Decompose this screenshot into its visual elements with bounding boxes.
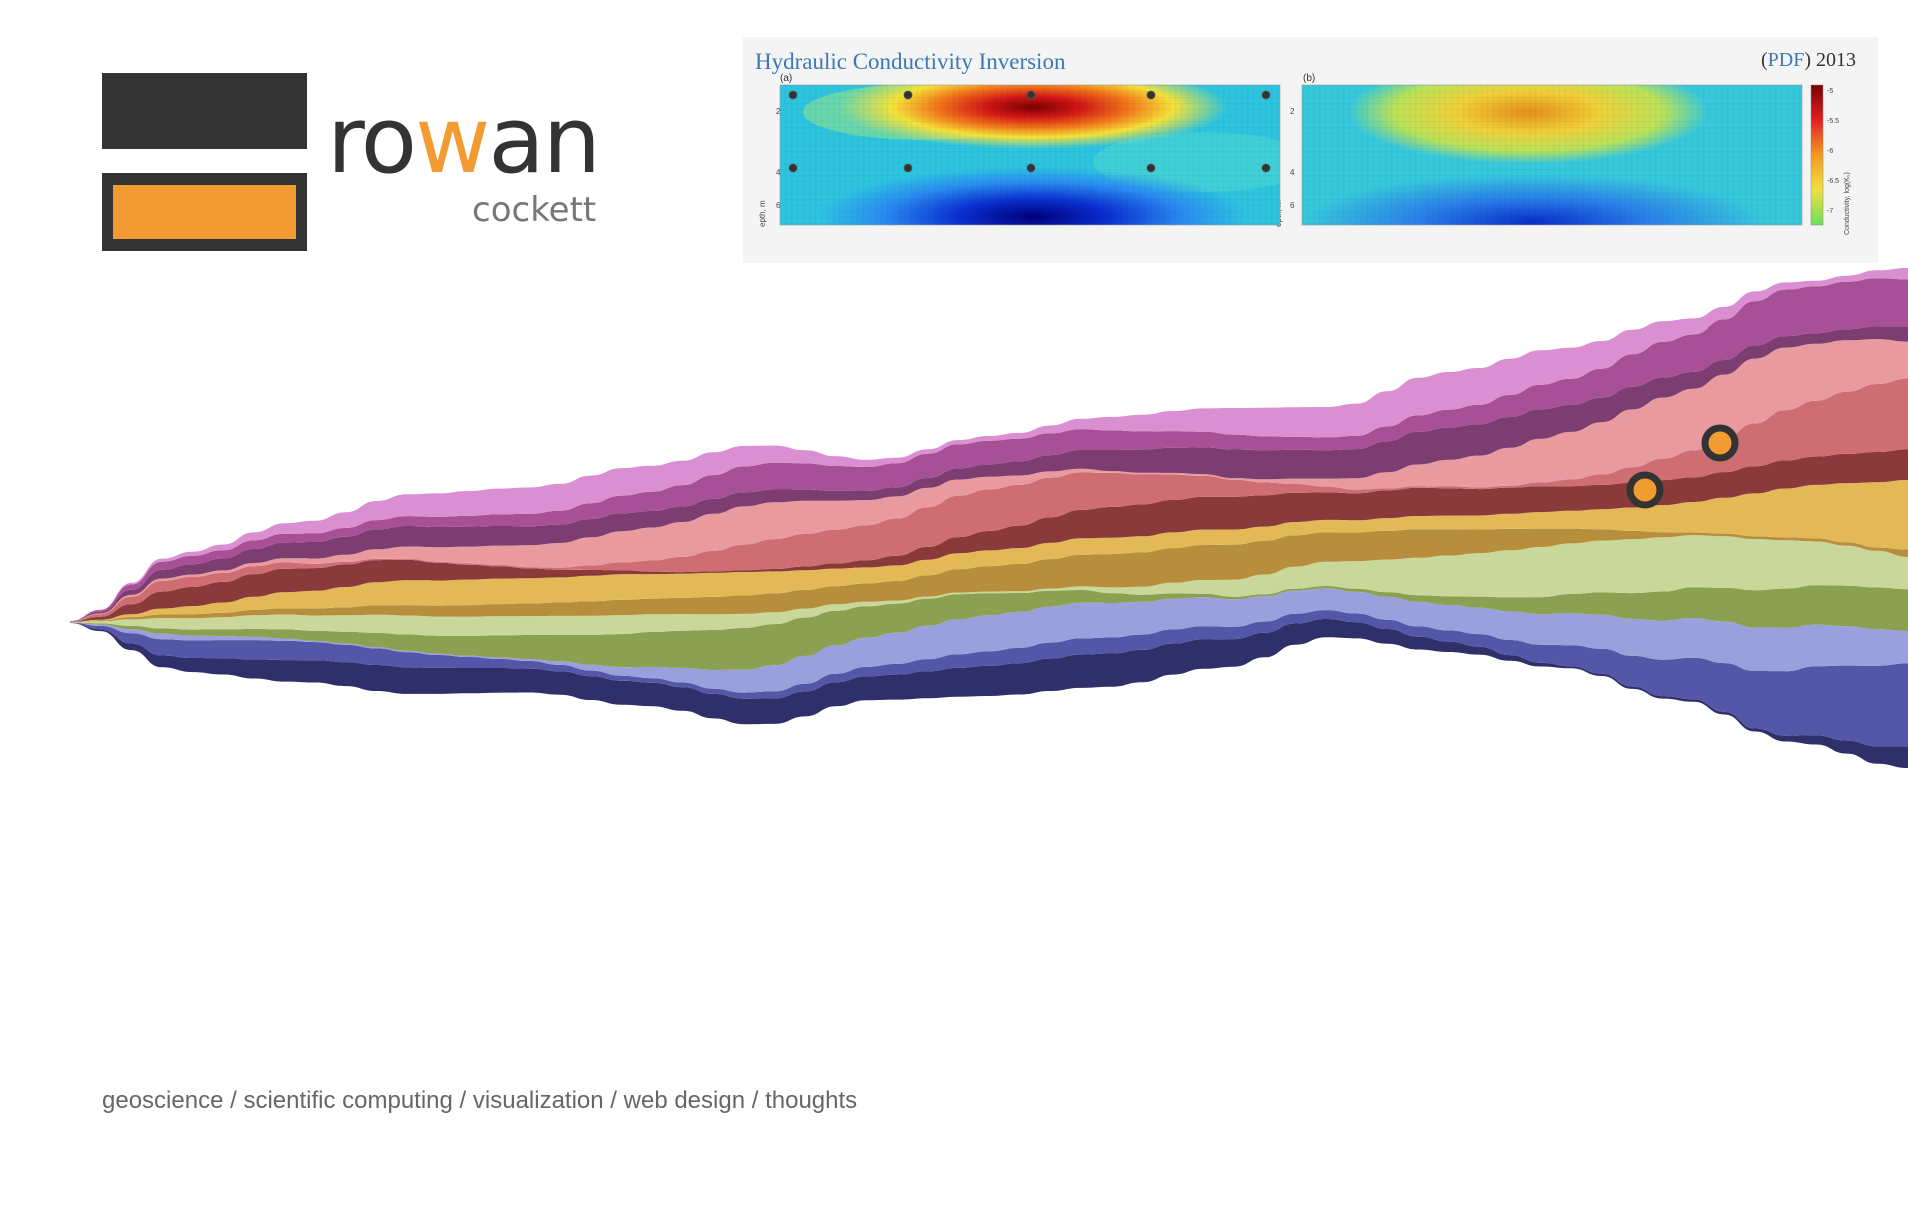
- y-tick-label: 6: [776, 201, 781, 210]
- colorbar-tick-label: -5: [1827, 88, 1833, 95]
- colorbar: -5 -5.5 -6 -6.5 -7 Conductivity, log(Kₛ): [1810, 84, 1851, 235]
- topic-nav: geoscience / scientific computing / visu…: [102, 1087, 857, 1115]
- colorbar-tick-label: -5.5: [1827, 118, 1839, 125]
- stream-layer: [70, 378, 1908, 622]
- panel-a-label: (a): [780, 73, 792, 84]
- stream-layer: [70, 588, 1908, 693]
- y-axis-label: epth, m: [758, 200, 767, 227]
- stream-layer: [70, 480, 1908, 622]
- stream-layer: [70, 278, 1908, 622]
- conductivity-figure: (a) (b) 2 4 6 2 4 6 epth, m epth, m: [758, 73, 1851, 235]
- colorbar-tick-label: -7: [1827, 208, 1833, 215]
- y-tick-label: 2: [776, 107, 781, 116]
- featured-project-panel[interactable]: Hydraulic Conductivity Inversion (PDF) 2…: [743, 37, 1878, 263]
- logo-bottom-block: [102, 173, 307, 251]
- logo-top-block: [102, 73, 307, 149]
- colorbar-tick-label: -6.5: [1827, 178, 1839, 185]
- featured-project-year: 2013: [1816, 49, 1856, 71]
- nav-link-visualization[interactable]: visualization: [472, 1087, 604, 1114]
- site-logo[interactable]: rowan cockett: [102, 73, 602, 253]
- y-tick-label: 4: [776, 168, 781, 177]
- nav-separator: /: [610, 1087, 617, 1114]
- pdf-paren-open: (: [1760, 49, 1768, 71]
- stream-layer: [70, 449, 1908, 622]
- logo-name-accent: w: [415, 87, 490, 194]
- logo-name-part: an: [488, 87, 601, 194]
- featured-project-title[interactable]: Hydraulic Conductivity Inversion: [755, 49, 1066, 74]
- y-tick-label: 6: [1290, 201, 1295, 210]
- stream-layer: [70, 339, 1908, 622]
- logo-surname: cockett: [472, 190, 597, 230]
- featured-project-meta: (PDF) 2013: [1761, 49, 1856, 72]
- heatmap-panel-b: [1301, 84, 1803, 226]
- nav-separator: /: [751, 1087, 759, 1114]
- logo-name-part: ro: [327, 87, 417, 194]
- nav-link-geoscience[interactable]: geoscience: [102, 1087, 224, 1114]
- nav-separator: /: [459, 1087, 467, 1114]
- heatmap-panel-a: [779, 84, 1281, 226]
- y-tick-label: 2: [1290, 107, 1295, 116]
- nav-link-thoughts[interactable]: thoughts: [765, 1087, 858, 1114]
- pdf-paren-close: ): [1804, 49, 1811, 71]
- stream-layer: [70, 619, 1908, 768]
- stream-layer: [70, 535, 1908, 636]
- decorative-streamgraph: [70, 268, 1908, 768]
- pdf-link[interactable]: PDF: [1767, 49, 1805, 71]
- stream-layer: [70, 528, 1908, 623]
- panel-b-label: (b): [1303, 73, 1315, 84]
- colorbar-tick-label: -6: [1827, 148, 1833, 155]
- nav-link-web-design[interactable]: web design: [623, 1087, 746, 1114]
- stream-marker: [1626, 471, 1664, 509]
- y-tick-label: 4: [1290, 168, 1295, 177]
- stream-marker: [1701, 424, 1739, 462]
- logo-name: rowan: [327, 95, 601, 187]
- stream-layer: [70, 585, 1908, 670]
- stream-layer: [70, 326, 1908, 622]
- nav-separator: /: [230, 1087, 237, 1114]
- logo-orange-fill: [113, 185, 296, 239]
- colorbar-axis-label: Conductivity, log(Kₛ): [1844, 172, 1851, 235]
- nav-link-scientific-computing[interactable]: scientific computing: [243, 1087, 453, 1114]
